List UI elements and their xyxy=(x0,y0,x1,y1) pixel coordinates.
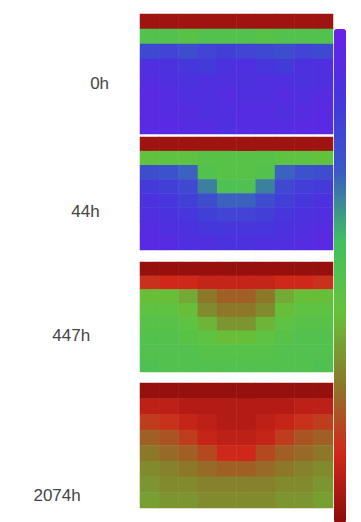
svg-text:0h: 0h xyxy=(90,74,109,93)
svg-text:44h: 44h xyxy=(71,202,99,221)
svg-text:447h: 447h xyxy=(52,326,90,345)
svg-text:2074h: 2074h xyxy=(33,486,80,505)
